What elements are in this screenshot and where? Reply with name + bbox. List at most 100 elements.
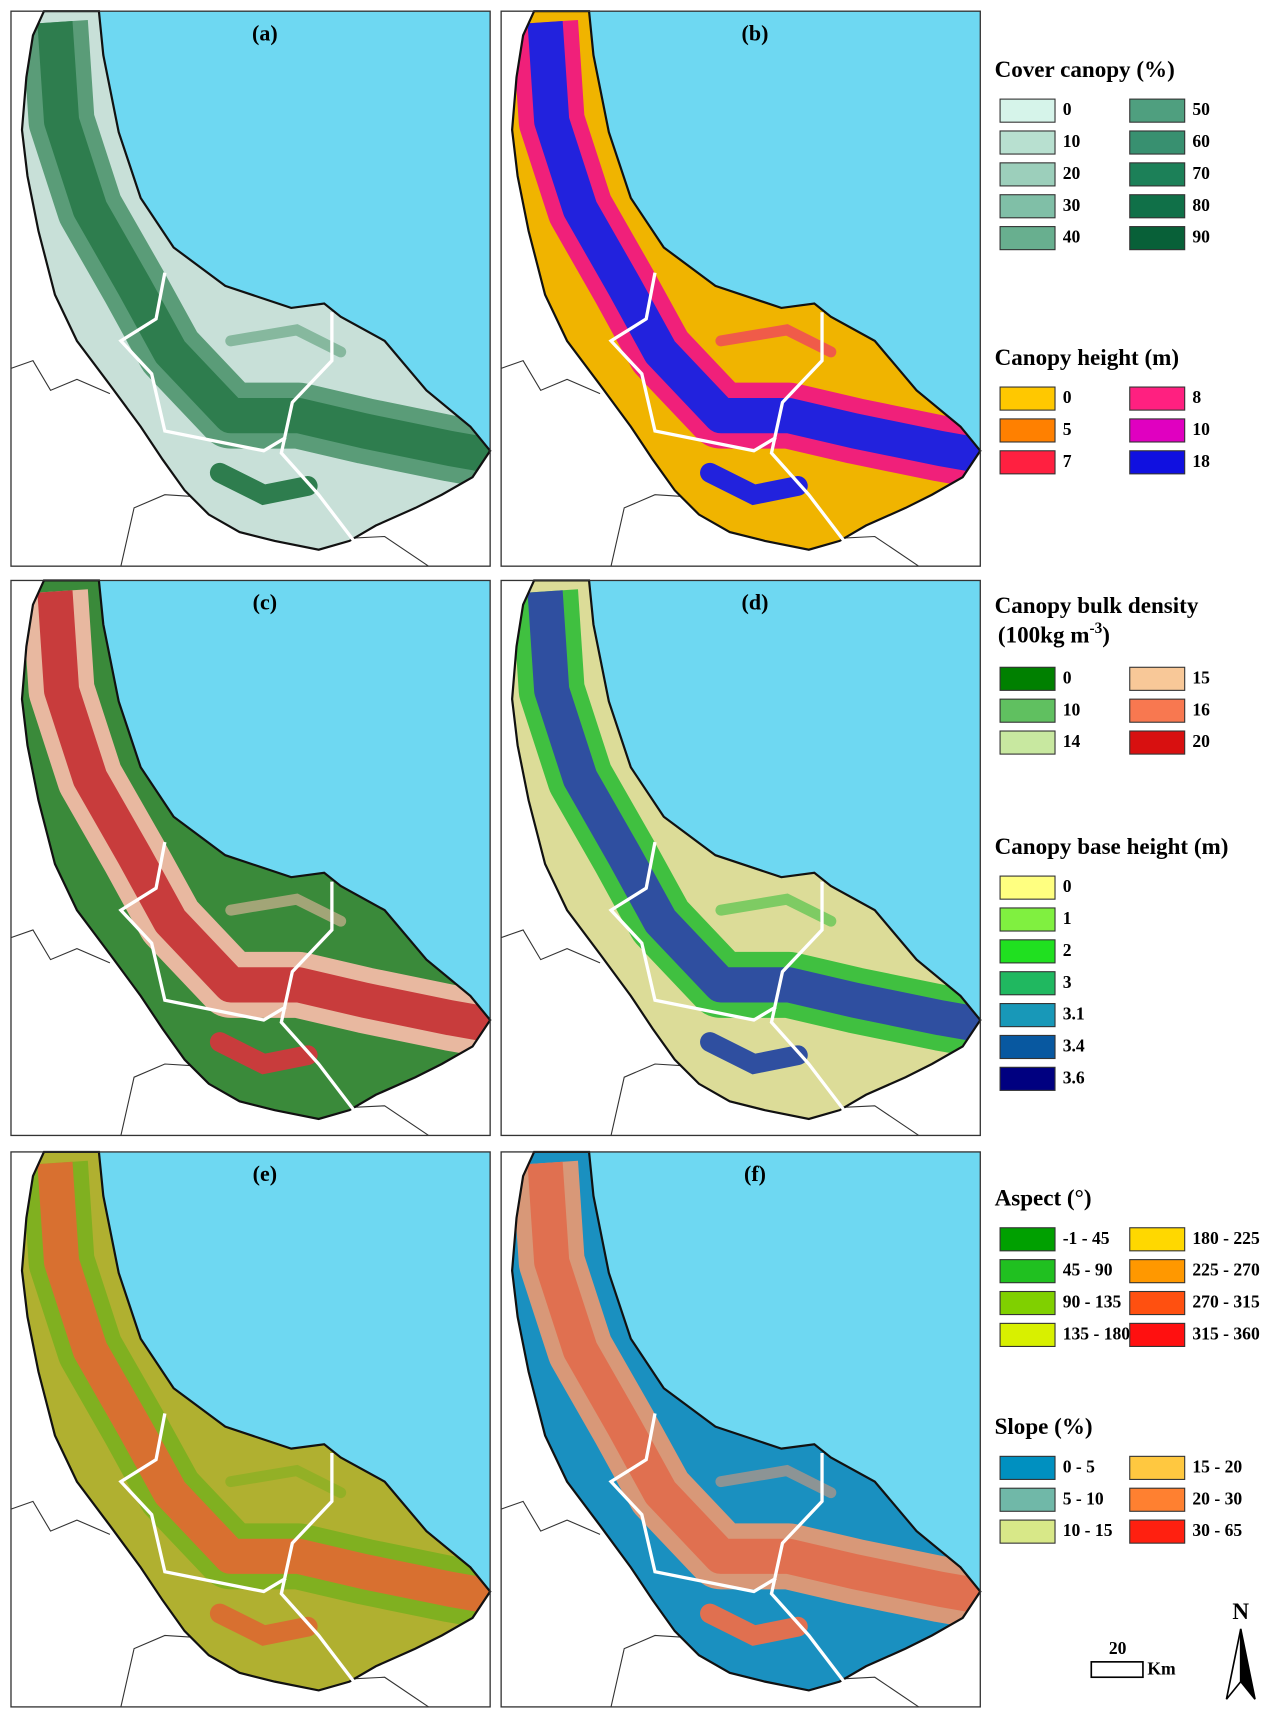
patch: [225, 324, 347, 358]
legend: Cover canopy (%) 0 10 20 30 40 50 60 70 80 90: [995, 56, 1210, 251]
map-panel: (c): [10, 579, 492, 1137]
panel-frame: [10, 10, 491, 567]
legend-label: 30: [1063, 195, 1081, 215]
legend-label: 10: [1063, 699, 1081, 719]
legend-label: 10: [1192, 419, 1210, 439]
land: [21, 1151, 491, 1691]
panel-label: (f): [744, 1161, 766, 1186]
legend-title: Canopy height (m): [995, 344, 1180, 370]
legend-label: 70: [1192, 163, 1210, 183]
legend-swatch: [1129, 1259, 1186, 1284]
legend-label: 2: [1063, 940, 1072, 960]
neighbor-border: [500, 929, 601, 964]
legend-label: 0: [1063, 876, 1072, 896]
legend: Slope (%) 0 - 5 5 - 10 10 - 15 15 - 20 20 - 3…: [995, 1413, 1242, 1544]
legend-label: 270 - 315: [1192, 1292, 1260, 1312]
legend-swatch: [999, 730, 1056, 755]
north-arrow: [1225, 1628, 1242, 1700]
legend-label: 10: [1063, 131, 1081, 151]
scale-distance: 20: [1109, 1638, 1127, 1658]
legend-label: 8: [1192, 387, 1201, 407]
legend-title: Canopy base height (m): [995, 833, 1229, 859]
province-border: [608, 841, 777, 1022]
legend-label: 7: [1063, 451, 1072, 471]
land-outline: [20, 10, 492, 551]
ridge: [37, 590, 491, 1043]
legend-label: 5: [1063, 419, 1072, 439]
land-outline: [20, 579, 492, 1121]
legend-label: 0 - 5: [1063, 1456, 1095, 1476]
legend-swatch: [999, 698, 1056, 723]
panel-frame: [500, 10, 981, 567]
legend-swatch: [999, 1034, 1056, 1060]
legend-label: 15 - 20: [1192, 1456, 1242, 1476]
scale-unit: Km: [1147, 1659, 1176, 1679]
ridge: [527, 21, 981, 474]
sea: [589, 11, 981, 451]
map-panel: (a): [10, 10, 492, 567]
legend-swatch: [999, 666, 1056, 691]
province-border: [118, 1413, 287, 1594]
legend-swatch: [999, 1227, 1056, 1252]
legend-swatch: [999, 875, 1056, 900]
legend-swatch: [1129, 194, 1186, 219]
legend-swatch: [999, 194, 1056, 219]
land: [512, 1151, 981, 1691]
legend-swatch: [999, 1487, 1056, 1512]
legend-title-sup: -3: [1089, 619, 1102, 636]
legend-label: 15: [1192, 667, 1210, 687]
legend-title: Aspect (°): [995, 1185, 1092, 1211]
legend-label: 90: [1192, 227, 1210, 247]
ridge: [209, 1603, 318, 1646]
province-border: [769, 1453, 846, 1683]
panel-frame: [500, 579, 981, 1137]
legend-label: -1 - 45: [1063, 1228, 1110, 1248]
panel-frame: [10, 579, 491, 1137]
legend-swatch: [999, 1290, 1056, 1316]
scale-bar: [1090, 1661, 1144, 1679]
map-panel: (d): [500, 579, 982, 1137]
province-border: [608, 272, 777, 453]
land: [21, 580, 491, 1119]
panel-label: (e): [253, 1161, 277, 1186]
province-border: [769, 881, 846, 1112]
sea: [98, 1151, 491, 1592]
ridge: [209, 1032, 318, 1075]
ridge: [527, 1161, 981, 1615]
ridge: [209, 462, 318, 506]
legend-label: 0: [1063, 99, 1072, 119]
patch: [225, 1464, 347, 1499]
province-border: [118, 841, 287, 1022]
legend-swatch: [999, 1066, 1056, 1091]
land-outline: [511, 10, 982, 551]
legend-label: 10 - 15: [1063, 1520, 1113, 1540]
neighbor-border: [10, 929, 111, 964]
legend-swatch: [1129, 1290, 1186, 1316]
sea: [98, 11, 491, 451]
legend-swatch: [999, 450, 1056, 475]
ridge: [700, 1603, 808, 1646]
province-border: [279, 1453, 356, 1683]
neighbor-border: [10, 359, 111, 395]
legend-swatch: [1129, 450, 1186, 475]
legend-swatch: [999, 130, 1056, 155]
legend-swatch: [1129, 1455, 1186, 1480]
panel-label: (b): [742, 20, 769, 45]
legend-swatch: [1129, 1487, 1186, 1512]
sea: [589, 1151, 981, 1592]
panel-frame: [500, 1151, 981, 1708]
legend-label: 45 - 90: [1063, 1260, 1113, 1280]
legend-swatch: [1129, 162, 1186, 187]
province-border: [279, 881, 356, 1112]
legend-swatch: [999, 1322, 1056, 1347]
legend-label: 135 - 180: [1063, 1323, 1131, 1343]
legend-swatch: [999, 418, 1056, 443]
neighbor-border: [500, 1500, 601, 1535]
legend-label: 18: [1192, 451, 1210, 471]
ridge: [37, 1161, 491, 1615]
sea: [98, 580, 491, 1021]
legend-label: 90 - 135: [1063, 1292, 1122, 1312]
panel-label: (c): [253, 590, 277, 615]
sea: [589, 580, 981, 1021]
land-outline: [511, 1150, 982, 1692]
